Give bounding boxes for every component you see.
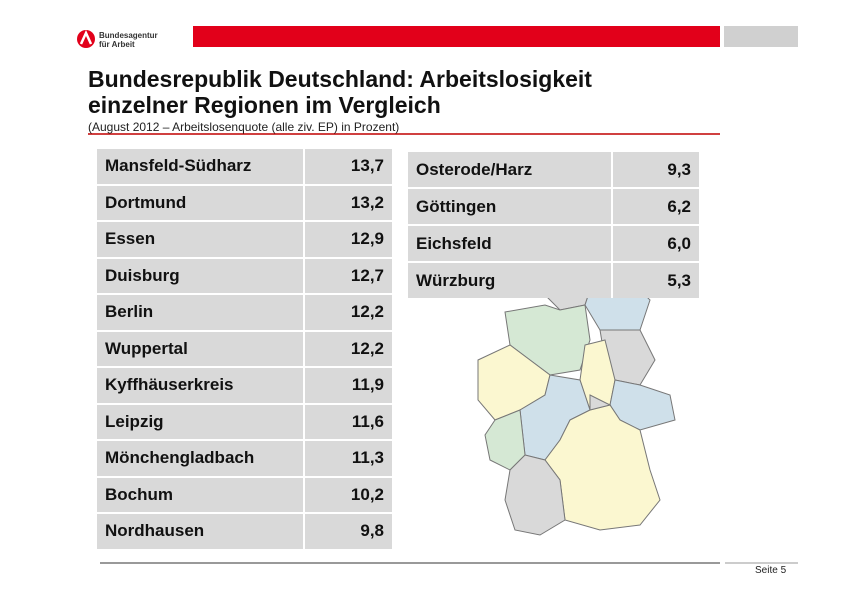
rate-value: 10,2 [305,477,392,512]
title: Bundesrepublik Deutschland: Arbeitslosig… [88,66,592,118]
table-row: Osterode/Harz 9,3 [408,152,699,187]
table-row: Wuppertal 12,2 [97,331,392,366]
rate-value: 9,3 [612,152,699,187]
table-row: Göttingen 6,2 [408,189,699,224]
subtitle: (August 2012 – Arbeitslosenquote (alle z… [88,120,400,134]
region-name: Duisburg [97,258,306,293]
rate-value: 11,9 [305,368,392,403]
logo-text: Bundesagentur für Arbeit [99,31,158,49]
region-name: Göttingen [408,189,613,224]
logo-line: Bundesagentur [99,31,158,40]
region-name: Essen [97,222,306,257]
region-name: Wuppertal [97,331,306,366]
table-row: Dortmund 13,2 [97,185,392,220]
rate-value: 12,9 [305,222,392,257]
rate-value: 11,6 [305,404,392,439]
state [589,394,612,411]
rate-value: 12,2 [305,295,392,330]
region-name: Dortmund [97,185,306,220]
table-row: Mönchengladbach 11,3 [97,441,392,476]
table-row: Berlin 12,2 [97,295,392,330]
page-number: Seite 5 [755,565,787,576]
table-row: Mansfeld-Südharz 13,7 [97,149,392,184]
rate-value: 5,3 [612,263,699,298]
germany-map [477,267,676,536]
region-name: Leipzig [97,404,306,439]
table-row: Essen 12,9 [97,222,392,257]
logo-line: für Arbeit [99,40,135,49]
region-name: Berlin [97,295,306,330]
region-name: Kyffhäuserkreis [97,368,306,403]
table-row: Duisburg 12,7 [97,258,392,293]
region-name: Eichsfeld [408,226,613,261]
rate-value: 6,0 [612,226,699,261]
rate-value: 13,7 [305,149,392,184]
table-left: Mansfeld-Südharz 13,7 Dortmund 13,2 Essen 12,… [97,147,392,551]
rate-value: 12,2 [305,331,392,366]
title-line: einzelner Regionen im Vergleich [88,92,441,118]
state [504,454,566,536]
rate-value: 6,2 [612,189,699,224]
table-row: Würzburg 5,3 [408,263,699,298]
header-gray [724,26,798,47]
table-row: Nordhausen 9,8 [97,514,392,549]
region-name: Nordhausen [97,514,306,549]
rate-value: 11,3 [305,441,392,476]
table-row: Leipzig 11,6 [97,404,392,439]
region-name: Würzburg [408,263,613,298]
table-row: Eichsfeld 6,0 [408,226,699,261]
region-name: Mönchengladbach [97,441,306,476]
table-right: Osterode/Harz 9,3 Göttingen 6,2 Eichsfeld 6,0… [408,150,699,300]
table-row: Kyffhäuserkreis 11,9 [97,368,392,403]
region-name: Mansfeld-Südharz [97,149,306,184]
rate-value: 13,2 [305,185,392,220]
table-row: Bochum 10,2 [97,477,392,512]
header-bar [193,26,720,47]
region-name: Bochum [97,477,306,512]
rate-value: 12,7 [305,258,392,293]
rate-value: 9,8 [305,514,392,549]
logo-glyph [79,29,93,45]
region-name: Osterode/Harz [408,152,613,187]
title-line: Bundesrepublik Deutschland: Arbeitslosig… [88,66,592,92]
